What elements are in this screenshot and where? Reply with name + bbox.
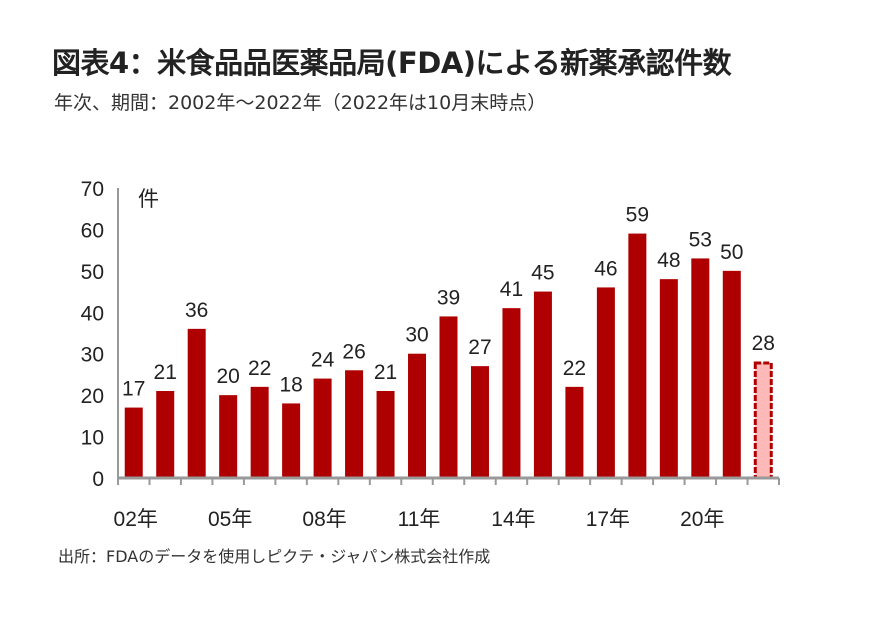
data-label: 17 [122,378,145,401]
data-label: 28 [752,332,775,355]
bar [722,270,741,478]
x-tick-label: 17年 [586,508,630,531]
y-tick-label: 60 [81,219,104,242]
data-label: 27 [468,336,491,359]
data-label: 22 [563,357,586,380]
chart-title: 図表4：米食品品医薬品局(FDA)による新薬承認件数 [52,46,732,80]
y-tick-label: 20 [81,385,104,408]
bar [282,403,301,478]
data-label: 21 [374,361,397,384]
y-tick-label: 0 [92,468,104,491]
bar [250,386,269,478]
data-label: 18 [279,373,302,396]
bar [313,378,332,478]
x-tick-label: 08年 [302,508,346,531]
x-tick-label: 11年 [398,508,441,531]
bar [565,386,584,478]
data-label: 41 [500,278,523,301]
bar [628,233,647,478]
data-label: 30 [405,324,428,347]
data-label: 45 [531,262,554,285]
bar [376,391,395,478]
bar [533,291,552,478]
y-tick-label: 10 [81,427,104,450]
y-tick-label: 50 [81,261,104,284]
data-label: 26 [342,340,365,363]
y-axis-unit: 件 [138,188,159,211]
y-tick-label: 70 [81,178,104,201]
x-tick-label: 20年 [680,508,724,531]
bar [691,258,710,478]
data-label: 20 [216,365,239,388]
bar [219,395,238,478]
bar [124,407,143,478]
bar [659,279,678,478]
bar [596,287,615,478]
y-tick-label: 40 [81,302,104,325]
data-label: 36 [185,299,208,322]
data-label: 53 [689,228,712,251]
data-label: 48 [657,249,680,272]
data-label: 22 [248,357,271,380]
x-tick-label: 05年 [208,508,252,531]
chart-subtitle: 年次、期間：2002年～2022年（2022年は10月末時点） [54,92,547,114]
source-note: 出所：FDAのデータを使用しピクテ・ジャパン株式会社作成 [58,547,491,566]
data-label: 59 [626,204,649,227]
bar [345,370,364,478]
data-label: 50 [720,241,743,264]
bar-partial [753,361,773,480]
bar [439,316,458,478]
x-tick-label: 14年 [491,508,535,531]
data-label: 39 [437,286,460,309]
bar [502,308,521,478]
y-tick-label: 30 [81,344,104,367]
data-label: 21 [154,361,177,384]
x-tick-label: 02年 [114,508,158,531]
bar [408,353,427,478]
bar [187,328,206,478]
bar [156,391,175,478]
data-label: 24 [311,349,335,372]
bar [470,366,489,478]
data-label: 46 [594,257,617,280]
